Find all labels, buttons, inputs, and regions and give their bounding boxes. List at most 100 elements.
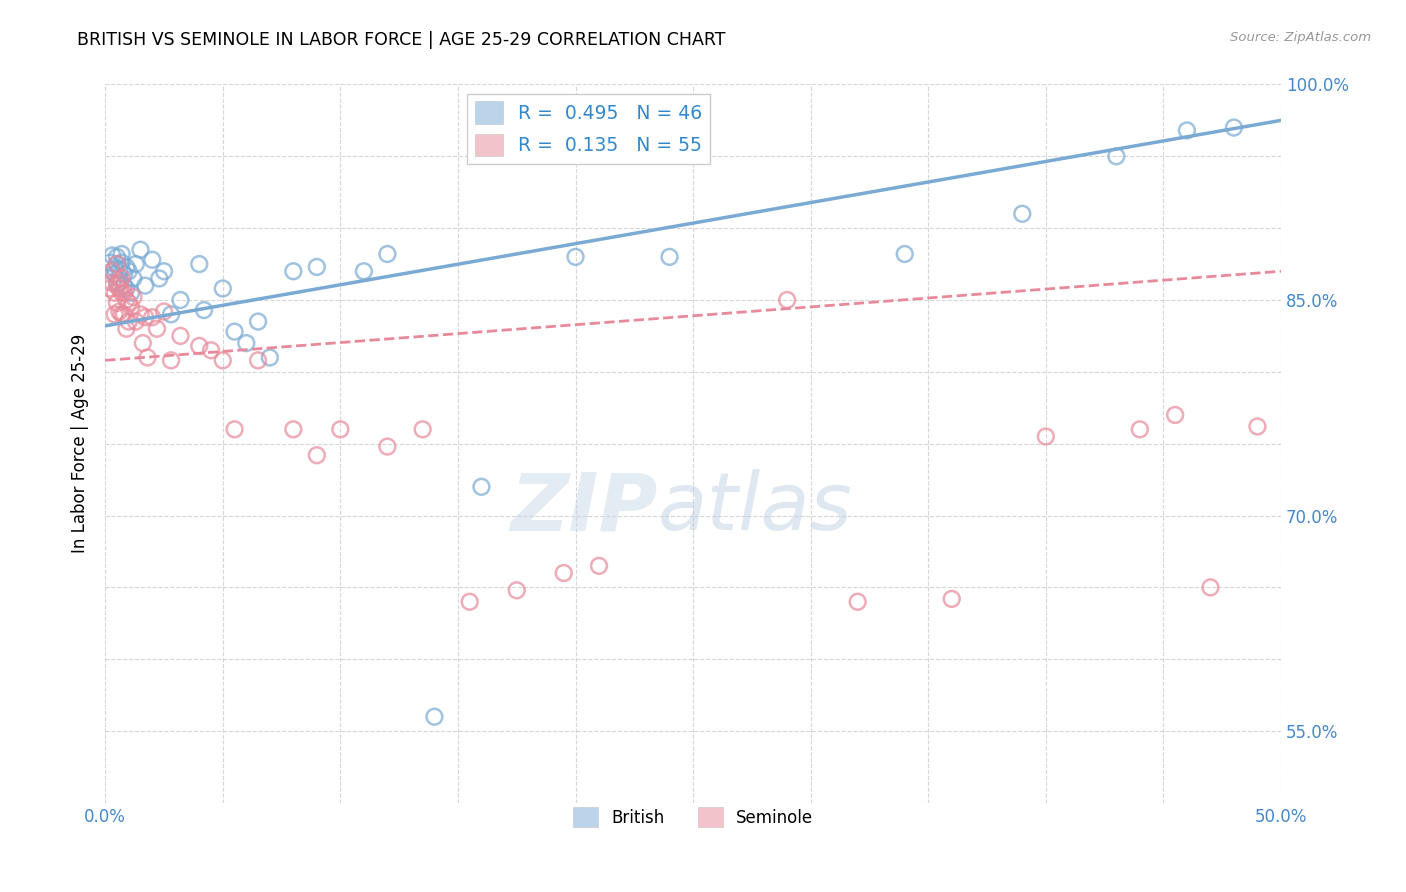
Point (329, 422, 352, 436)
Point (98, 281, 121, 295)
Point (470, 480, 492, 494)
Point (125, 257, 148, 271)
Text: BRITISH VS SEMINOLE IN LABOR FORCE | AGE 25-29 CORRELATION CHART: BRITISH VS SEMINOLE IN LABOR FORCE | AGE… (77, 31, 725, 49)
Point (283, 264, 305, 278)
Point (111, 247, 134, 261)
Text: Source: ZipAtlas.com: Source: ZipAtlas.com (1230, 31, 1371, 45)
Point (115, 260, 138, 274)
Point (148, 271, 170, 285)
Point (1129, 422, 1152, 436)
Point (122, 290, 145, 304)
Point (129, 307, 152, 321)
Point (111, 285, 134, 300)
Point (105, 257, 128, 271)
Point (104, 285, 127, 300)
Point (1175, 123, 1198, 137)
Point (658, 250, 681, 264)
Point (1246, 419, 1268, 434)
Point (115, 293, 138, 307)
Point (776, 293, 799, 307)
Point (136, 351, 159, 365)
Point (98, 255, 121, 269)
Point (112, 278, 135, 293)
Point (211, 353, 233, 368)
Point (224, 325, 246, 339)
Legend: British, Seminole: British, Seminole (567, 800, 820, 834)
Point (120, 285, 142, 300)
Point (160, 353, 183, 368)
Point (118, 314, 141, 328)
Point (101, 264, 124, 278)
Text: atlas: atlas (658, 469, 852, 548)
Point (105, 296, 128, 310)
Point (169, 329, 191, 343)
Point (564, 250, 586, 264)
Point (235, 336, 257, 351)
Point (112, 267, 135, 281)
Point (588, 558, 610, 573)
Point (132, 336, 155, 351)
Point (120, 300, 142, 314)
Point (893, 247, 915, 261)
Point (1223, 120, 1246, 135)
Point (423, 710, 446, 724)
Point (122, 271, 145, 285)
Point (108, 304, 131, 318)
Point (169, 293, 191, 307)
Point (153, 304, 176, 318)
Point (134, 310, 156, 325)
Point (211, 281, 233, 295)
Point (108, 276, 131, 290)
Point (108, 281, 131, 295)
Point (125, 314, 148, 328)
Text: ZIP: ZIP (510, 469, 658, 548)
Point (104, 307, 127, 321)
Point (115, 322, 138, 336)
Point (104, 267, 127, 281)
Point (112, 307, 135, 321)
Point (188, 339, 211, 353)
Point (146, 322, 169, 336)
Point (200, 343, 222, 358)
Point (247, 314, 270, 328)
Point (353, 264, 375, 278)
Point (283, 422, 305, 436)
Point (111, 255, 134, 269)
Point (105, 276, 128, 290)
Point (134, 278, 156, 293)
Point (224, 422, 246, 436)
Point (412, 422, 434, 436)
Point (305, 260, 328, 274)
Point (112, 285, 135, 300)
Point (188, 257, 211, 271)
Point (108, 262, 131, 277)
Point (104, 261, 127, 276)
Point (846, 595, 869, 609)
Point (247, 353, 270, 368)
Point (506, 583, 529, 598)
Point (101, 248, 124, 262)
Point (305, 448, 328, 462)
Point (553, 566, 575, 580)
Point (1164, 408, 1187, 422)
Point (682, 814, 704, 828)
Point (108, 271, 131, 285)
Y-axis label: In Labor Force | Age 25-29: In Labor Force | Age 25-29 (72, 334, 89, 553)
Point (153, 264, 176, 278)
Point (111, 307, 134, 321)
Point (1199, 581, 1222, 595)
Point (118, 264, 141, 278)
Point (129, 243, 152, 257)
Point (377, 440, 399, 454)
Point (101, 276, 124, 290)
Point (941, 591, 963, 606)
Point (160, 307, 183, 321)
Point (105, 278, 128, 293)
Point (1105, 149, 1128, 163)
Point (458, 595, 481, 609)
Point (105, 257, 128, 271)
Point (1035, 429, 1057, 443)
Point (141, 252, 163, 267)
Point (118, 296, 141, 310)
Point (111, 271, 134, 285)
